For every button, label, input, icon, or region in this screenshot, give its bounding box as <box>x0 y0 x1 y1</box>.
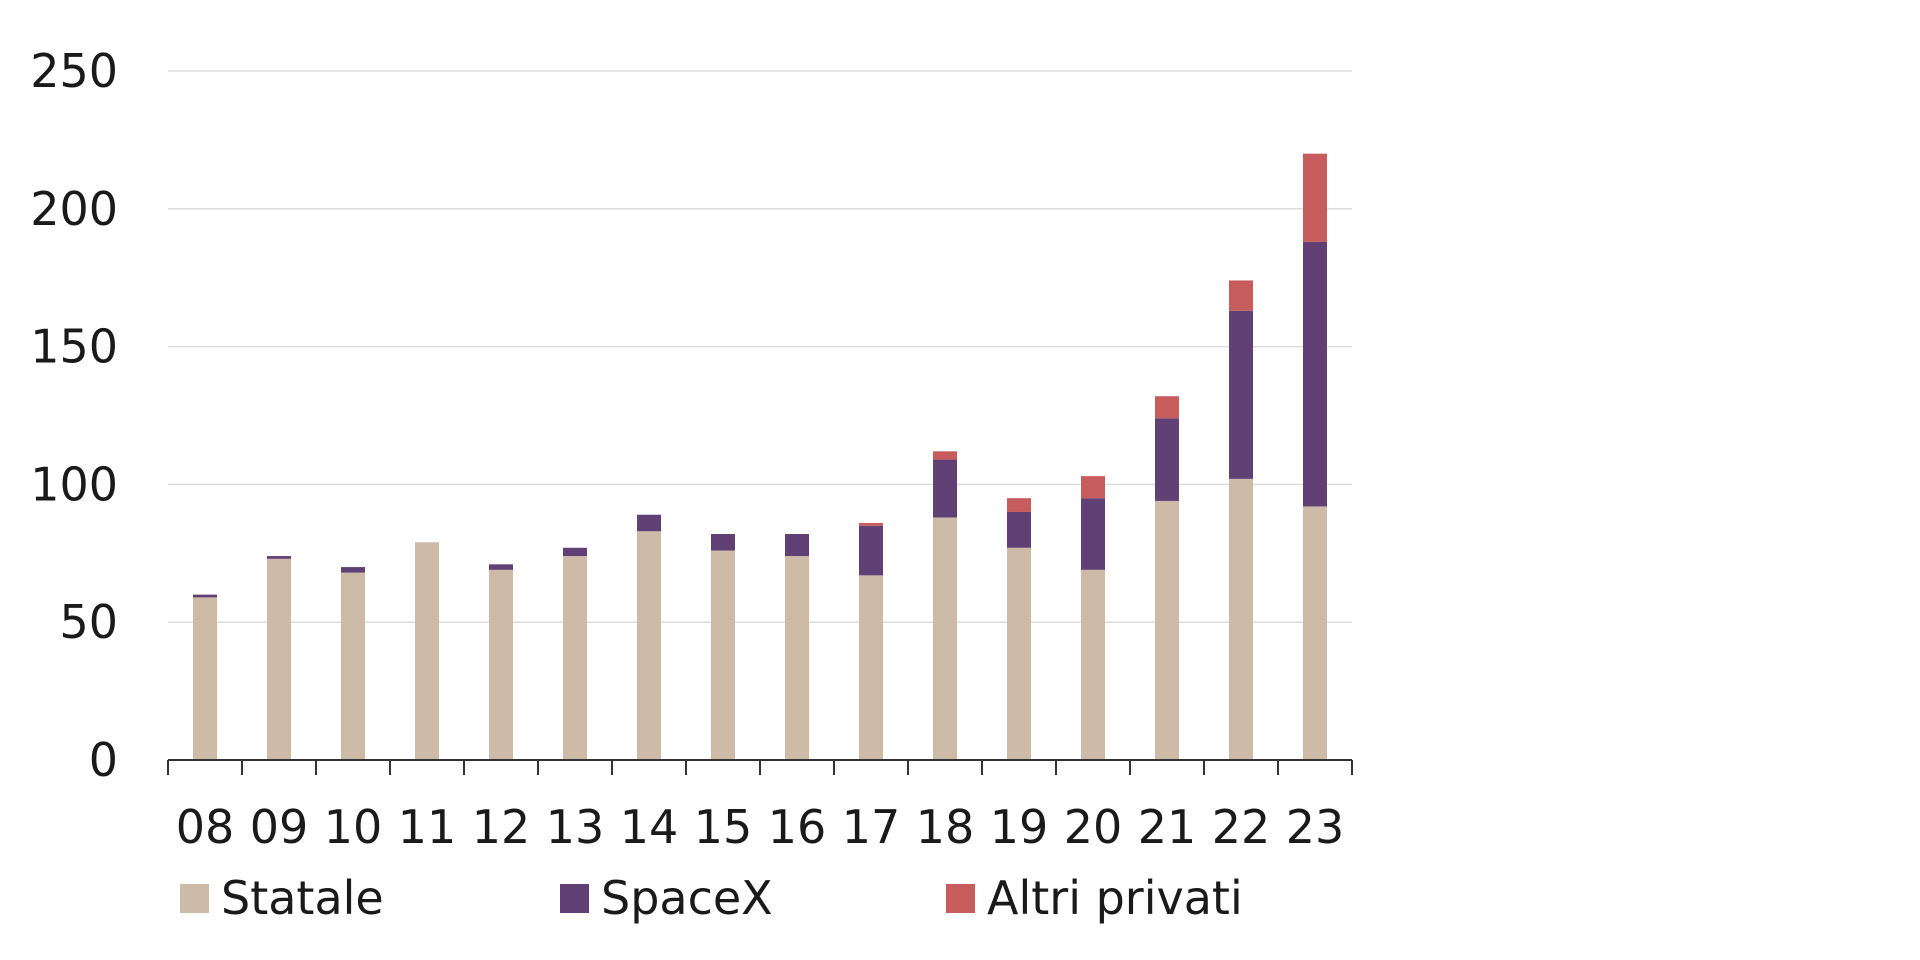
y-tick-label: 50 <box>59 595 118 649</box>
bar-statale <box>711 550 735 760</box>
bar-statale <box>341 572 365 760</box>
bar-altri-privati <box>859 522 883 526</box>
x-tick-label: 08 <box>176 800 235 854</box>
x-tick-label: 18 <box>916 800 975 854</box>
legend-swatch-statale <box>180 883 209 913</box>
x-tick-label: 16 <box>768 800 827 854</box>
bar-spacex <box>1303 241 1327 507</box>
bar-statale <box>1229 478 1253 760</box>
bar-statale <box>1081 569 1105 760</box>
x-tick-label: 12 <box>472 800 531 854</box>
gridlines <box>168 70 1352 623</box>
bar-statale <box>785 556 809 760</box>
legend-swatch-altri-privati <box>946 883 975 913</box>
bar-altri-privati <box>933 451 957 460</box>
legend-item-statale: Statale <box>180 868 384 928</box>
bar-statale <box>489 569 513 760</box>
x-tick-label: 13 <box>546 800 605 854</box>
bar-spacex <box>933 459 957 518</box>
bar-statale <box>193 597 217 760</box>
bar-spacex <box>563 547 587 557</box>
bar-statale <box>563 556 587 760</box>
bar-statale <box>267 558 291 760</box>
legend-swatch-spacex <box>560 883 589 913</box>
x-tick-label: 09 <box>250 800 309 854</box>
x-tick-label: 21 <box>1138 800 1197 854</box>
legend-label-spacex: SpaceX <box>601 871 773 925</box>
bar-altri-privati <box>1229 280 1253 311</box>
bar-statale <box>637 531 661 760</box>
bar-statale <box>1155 500 1179 760</box>
bar-spacex <box>1155 418 1179 501</box>
bar-spacex <box>859 525 883 576</box>
bar-spacex <box>1229 310 1253 479</box>
x-tick-label: 15 <box>694 800 753 854</box>
x-tick-label: 10 <box>324 800 383 854</box>
legend-item-spacex: SpaceX <box>560 868 773 928</box>
legend-label-altri-privati: Altri privati <box>987 871 1243 925</box>
bar-statale <box>859 575 883 760</box>
y-tick-label: 100 <box>30 457 118 511</box>
y-tick-label: 0 <box>89 733 118 787</box>
bar-spacex <box>785 534 809 557</box>
bar-altri-privati <box>1303 153 1327 242</box>
y-tick-label: 150 <box>30 320 118 374</box>
bar-altri-privati <box>1007 498 1031 512</box>
bar-statale <box>933 517 957 760</box>
bar-statale <box>1007 547 1031 760</box>
x-tick-label: 14 <box>620 800 679 854</box>
x-tick-label: 22 <box>1212 800 1271 854</box>
legend: Statale SpaceX Altri privati <box>180 868 1330 928</box>
bar-spacex <box>341 567 365 573</box>
bar-spacex <box>489 564 513 570</box>
bars <box>193 153 1327 760</box>
x-tick-label: 23 <box>1286 800 1345 854</box>
bar-spacex <box>267 556 291 559</box>
bar-spacex <box>637 514 661 532</box>
x-axis: 08 09 10 11 12 13 14 15 16 17 18 19 20 21 22 23 <box>167 759 1353 854</box>
legend-label-statale: Statale <box>221 871 384 925</box>
y-tick-label: 200 <box>30 182 118 236</box>
y-tick-label: 250 <box>30 44 118 98</box>
bar-statale <box>415 542 439 760</box>
bar-altri-privati <box>1081 476 1105 499</box>
bar-spacex <box>711 534 735 551</box>
x-tick-label: 11 <box>398 800 457 854</box>
x-tick-label: 17 <box>842 800 901 854</box>
bar-spacex <box>193 594 217 598</box>
legend-item-altri-privati: Altri privati <box>946 868 1243 928</box>
y-axis: 0 50 100 150 200 250 <box>30 44 118 787</box>
x-tick-label: 19 <box>990 800 1049 854</box>
bar-spacex <box>1007 511 1031 548</box>
bar-spacex <box>1081 498 1105 570</box>
x-tick-label: 20 <box>1064 800 1123 854</box>
bar-statale <box>1303 506 1327 760</box>
bar-altri-privati <box>1155 396 1179 419</box>
